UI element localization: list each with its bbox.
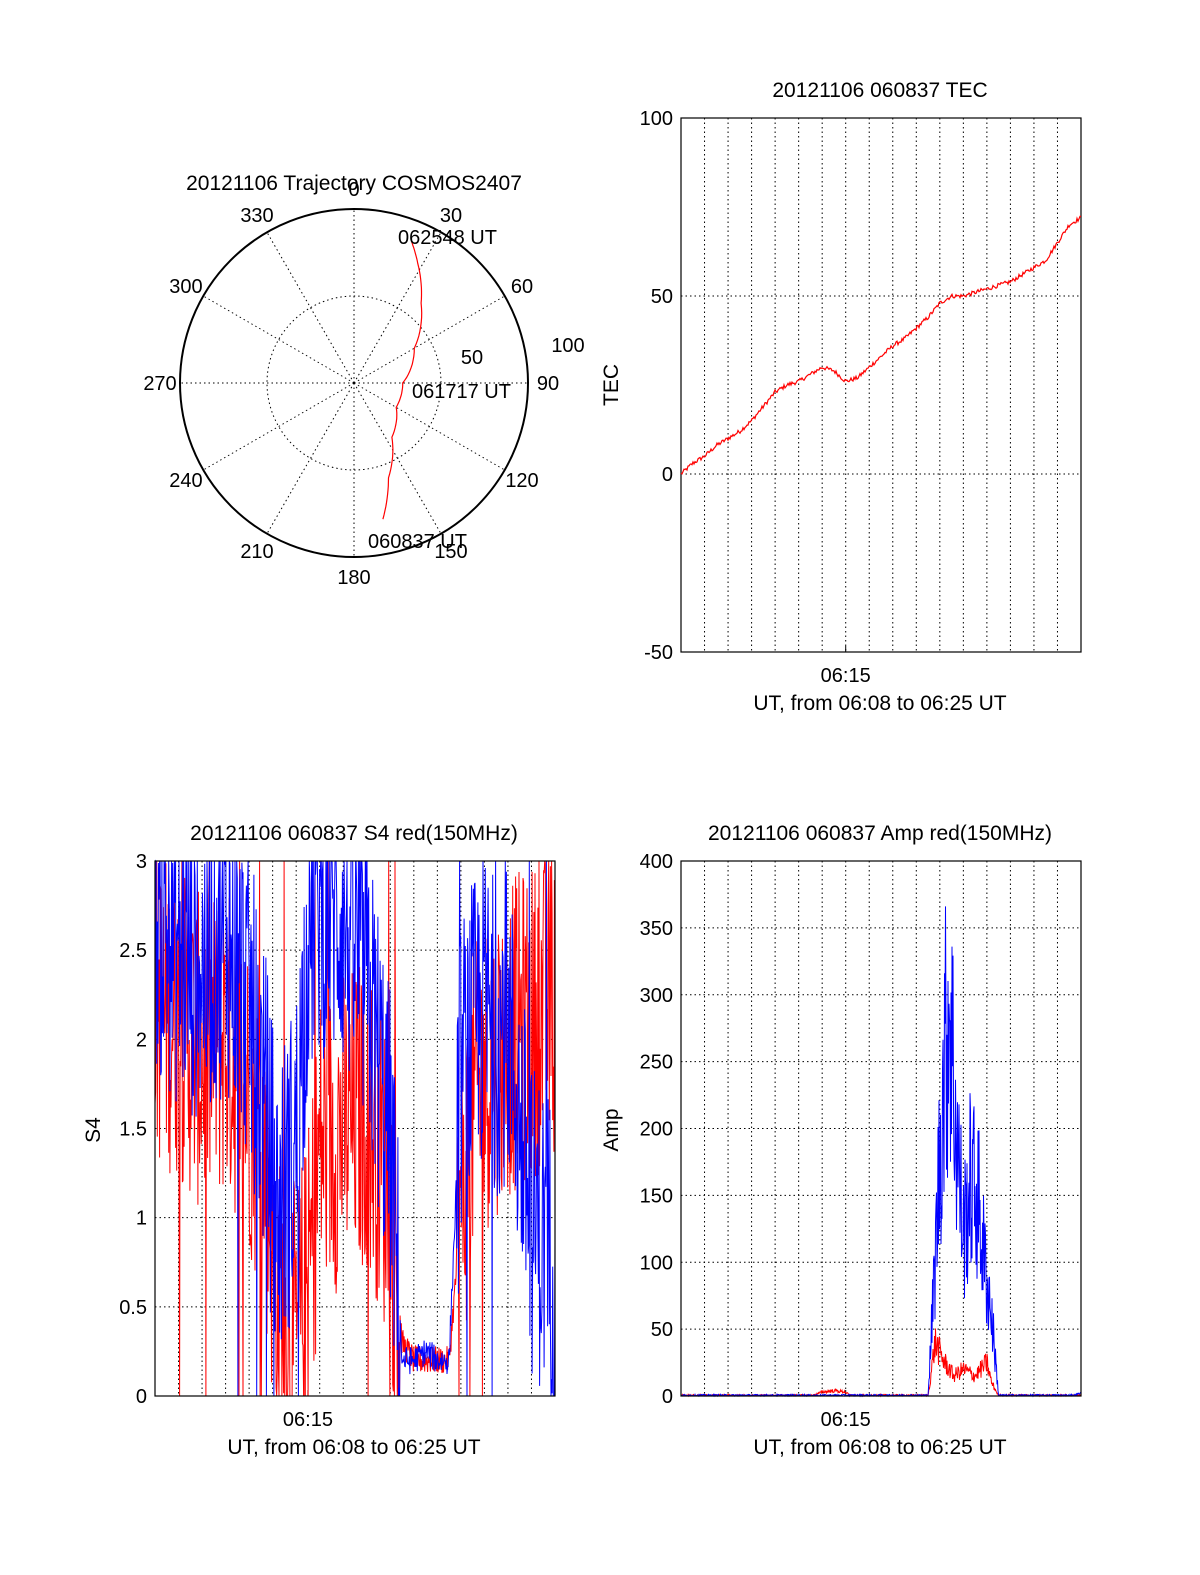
y-tick-label: 100: [640, 1252, 673, 1274]
y-tick-label: 0: [662, 1386, 673, 1408]
y-tick-labels: 0 50 100 150 200 250 300 350 400: [640, 851, 673, 1408]
series-group: [680, 906, 1082, 1398]
chart-title: 20121106 060837 Amp red(150MHz): [708, 822, 1052, 845]
grid: [681, 118, 1081, 652]
trajectory-mid-label: 061717 UT: [412, 381, 511, 403]
s4-chart: 20121106 060837 S4 red(150MHz) 0 0.5 1 1.5 2…: [82, 822, 556, 1459]
azimuth-spoke: [353, 295, 505, 384]
y-tick-label: 1: [136, 1208, 147, 1230]
plot-frame: [680, 860, 1082, 1397]
azimuth-spoke: [353, 382, 505, 471]
azimuth-label: 120: [505, 470, 538, 492]
trajectory-start-label: 060837 UT: [368, 531, 467, 553]
y-tick-label: 0: [136, 1386, 147, 1408]
azimuth-label: 90: [537, 373, 559, 395]
azimuth-label: 300: [169, 276, 202, 298]
azimuth-label: 330: [240, 205, 273, 227]
azimuth-spoke: [353, 382, 442, 534]
y-tick-label: -50: [644, 642, 673, 664]
azimuth-label: 270: [143, 373, 176, 395]
azimuth-spokes: [180, 209, 528, 557]
series-line: [680, 1328, 1082, 1398]
x-tick-label: 06:15: [821, 1409, 871, 1431]
trajectory-end-label: 062548 UT: [398, 227, 497, 249]
x-axis-label: UT, from 06:08 to 06:25 UT: [753, 1436, 1006, 1459]
chart-title: 20121106 Trajectory COSMOS2407: [186, 172, 522, 195]
y-tick-labels: -50 0 50 100: [640, 108, 673, 664]
azimuth-label: 60: [511, 276, 533, 298]
plot-frame: [680, 117, 1082, 653]
series-group: [680, 215, 1081, 475]
x-axis-label: UT, from 06:08 to 06:25 UT: [227, 1436, 480, 1459]
azimuth-spoke: [266, 232, 355, 384]
azimuth-spoke: [353, 232, 442, 384]
x-axis-label: UT, from 06:08 to 06:25 UT: [753, 692, 1006, 715]
azimuth-label: 210: [240, 541, 273, 563]
y-tick-label: 2.5: [119, 940, 147, 962]
y-tick-label: 3: [136, 851, 147, 873]
chart-title: 20121106 060837 TEC: [772, 79, 987, 102]
series-line: [154, 859, 556, 1397]
y-tick-label: 50: [651, 1319, 673, 1341]
y-tick-label: 350: [640, 918, 673, 940]
y-tick-label: 2: [136, 1029, 147, 1051]
y-tick-label: 200: [640, 1119, 673, 1141]
azimuth-labels: 0 30 60 90 120 150 180 210 240 270 300 330: [143, 179, 559, 589]
y-tick-label: 0: [662, 464, 673, 486]
azimuth-label: 0: [348, 179, 359, 201]
azimuth-spoke: [203, 382, 355, 471]
azimuth-label: 180: [337, 567, 370, 589]
y-tick-label: 400: [640, 851, 673, 873]
series-line: [680, 906, 1082, 1398]
y-axis-label: TEC: [600, 364, 623, 406]
y-axis-label: S4: [82, 1117, 105, 1143]
grid: [681, 861, 1081, 1396]
plot-frame: [154, 860, 556, 1397]
y-axis-label: Amp: [600, 1108, 623, 1151]
y-tick-labels: 0 0.5 1 1.5 2 2.5 3: [119, 851, 147, 1408]
azimuth-label: 30: [440, 205, 462, 227]
series-line: [680, 215, 1081, 475]
amp-chart: 20121106 060837 Amp red(150MHz) 0 50 100 15…: [600, 822, 1082, 1459]
y-tick-label: 0.5: [119, 1297, 147, 1319]
x-tick-label: 06:15: [283, 1409, 333, 1431]
azimuth-spoke: [266, 382, 355, 534]
chart-title: 20121106 060837 S4 red(150MHz): [190, 822, 518, 845]
y-tick-label: 100: [640, 108, 673, 130]
y-tick-label: 50: [651, 286, 673, 308]
trajectory-line: [382, 240, 423, 520]
y-tick-label: 1.5: [119, 1119, 147, 1141]
azimuth-label: 240: [169, 470, 202, 492]
series-line: [154, 860, 556, 1397]
series-group: [154, 859, 556, 1397]
y-tick-label: 150: [640, 1185, 673, 1207]
outer-horizon-circle: [179, 208, 529, 558]
azimuth-label: 150: [434, 541, 467, 563]
x-tick-label: 06:15: [821, 665, 871, 687]
radius-label-100: 100: [551, 335, 584, 357]
radius-label-50: 50: [461, 347, 483, 369]
azimuth-spoke: [203, 295, 355, 384]
y-tick-label: 250: [640, 1052, 673, 1074]
polar-trajectory-chart: 20121106 Trajectory COSMOS2407 0 30 60 90 12…: [143, 172, 584, 589]
tec-chart: 20121106 060837 TEC -50 0 50 100 06:15 UT, …: [600, 79, 1082, 715]
y-tick-label: 300: [640, 985, 673, 1007]
